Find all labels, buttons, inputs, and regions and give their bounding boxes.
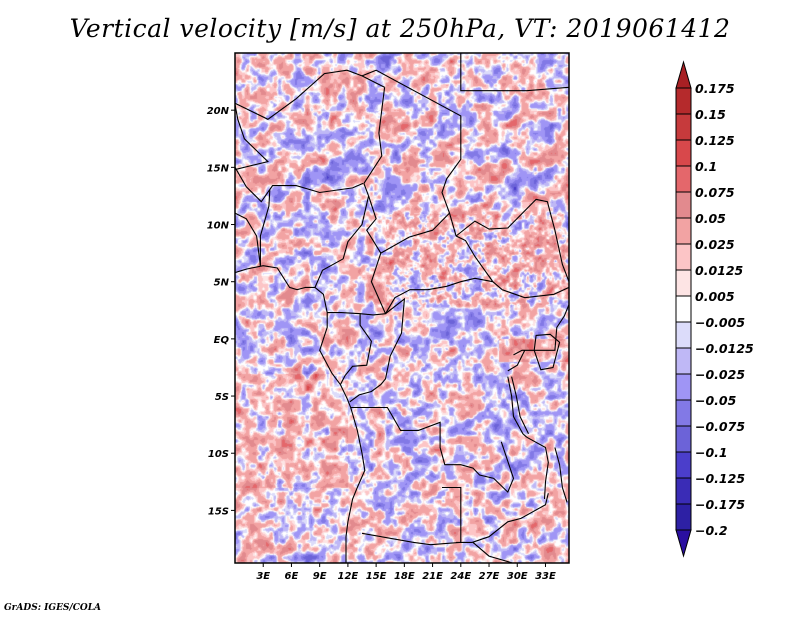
- colorbar-label: 0.05: [695, 211, 726, 226]
- colorbar-swatch: [675, 477, 692, 505]
- y-tick-label: EQ: [214, 335, 230, 346]
- x-tick-label: 3E: [256, 571, 270, 582]
- colorbar-swatch: [675, 373, 692, 401]
- y-axis: 20N 15N 10N 5N EQ 5S 10S 15S: [207, 106, 235, 517]
- border-line: [380, 212, 450, 254]
- y-tick-label: 5N: [214, 278, 230, 289]
- colorbar-label: 0.125: [695, 133, 735, 148]
- colorbar-label: 0.175: [695, 81, 735, 96]
- x-tick-label: 12E: [338, 571, 359, 582]
- colorbar: 0.175 0.15 0.125 0.1 0.075 0.05 0.025 0.0125 0.0…: [675, 60, 754, 558]
- colorbar-swatch: [675, 165, 692, 193]
- border-line: [235, 265, 366, 563]
- colorbar-label: −0.1: [695, 445, 728, 460]
- border-line: [502, 286, 569, 299]
- x-tick-label: 24E: [450, 571, 471, 582]
- border-line: [472, 541, 513, 563]
- colorbar-swatch: [675, 347, 692, 375]
- border-line: [455, 235, 494, 283]
- colorbar-swatch: [675, 113, 692, 141]
- colorbar-swatch: [675, 191, 692, 219]
- colorbar-swatch: [675, 425, 692, 453]
- y-tick-label: 15N: [207, 163, 230, 174]
- x-tick-label: 30E: [507, 571, 528, 582]
- y-tick-label: 10N: [207, 221, 230, 232]
- map-frame: [234, 52, 570, 564]
- colorbar-swatch: [675, 399, 692, 427]
- border-line: [235, 212, 261, 266]
- border-line: [507, 376, 528, 438]
- x-axis: 3E 6E 9E 12E 15E 18E 21E 24E 27E 30E 33E: [256, 563, 556, 582]
- border-line: [507, 350, 526, 372]
- border-line: [235, 69, 385, 120]
- border-line: [235, 167, 364, 203]
- colorbar-swatch: [675, 269, 692, 297]
- border-line: [533, 333, 561, 371]
- colorbar-label: 0.005: [695, 289, 735, 304]
- y-tick-label: 5S: [215, 392, 229, 403]
- colorbar-swatch: [675, 217, 692, 245]
- colorbar-label: −0.005: [695, 315, 745, 330]
- colorbar-label: −0.2: [695, 523, 728, 538]
- border-line: [349, 297, 406, 403]
- border-line: [361, 486, 462, 546]
- border-line: [513, 304, 569, 356]
- border-line: [554, 447, 568, 503]
- colorbar-swatch: [675, 503, 692, 531]
- x-tick-label: 18E: [394, 571, 415, 582]
- border-line: [259, 190, 271, 266]
- x-tick-label: 15E: [366, 571, 387, 582]
- colorbar-swatch: [675, 243, 692, 271]
- colorbar-swatch: [675, 295, 692, 323]
- colorbar-label: 0.15: [695, 107, 726, 122]
- x-tick-label: 27E: [479, 571, 500, 582]
- y-tick-label: 15S: [208, 506, 229, 517]
- country-borders: [235, 53, 569, 563]
- border-line: [455, 198, 569, 282]
- colorbar-label: −0.175: [695, 497, 745, 512]
- colorbar-label: −0.025: [695, 367, 745, 382]
- colorbar-swatch: [675, 451, 692, 479]
- border-line: [460, 53, 569, 92]
- colorbar-swatch: [675, 139, 692, 167]
- colorbar-label: 0.075: [695, 185, 735, 200]
- border-line: [456, 493, 549, 543]
- border-line: [327, 312, 372, 385]
- colorbar-label: 0.1: [695, 159, 717, 174]
- y-tick-label: 20N: [207, 106, 230, 117]
- chart-title: Vertical velocity [m/s] at 250hPa, VT: 2…: [69, 14, 731, 43]
- colorbar-label: 0.025: [695, 237, 735, 252]
- border-line: [385, 277, 503, 314]
- grads-credit: GrADS: IGES/COLA: [4, 603, 102, 613]
- colorbar-label: −0.0125: [695, 341, 754, 356]
- border-line: [361, 69, 462, 237]
- colorbar-label: 0.0125: [695, 263, 744, 278]
- border-line: [526, 436, 549, 500]
- border-line: [314, 195, 370, 288]
- y-tick-label: 10S: [208, 449, 229, 460]
- border-line: [350, 406, 515, 494]
- x-tick-label: 33E: [535, 571, 556, 582]
- colorbar-label: −0.075: [695, 419, 745, 434]
- colorbar-swatch: [675, 321, 692, 349]
- colorbar-under-triangle: [675, 529, 692, 558]
- colorbar-over-triangle: [675, 60, 692, 89]
- x-tick-label: 21E: [422, 571, 443, 582]
- x-tick-label: 9E: [313, 571, 327, 582]
- colorbar-label: −0.05: [695, 393, 737, 408]
- colorbar-swatch: [675, 87, 692, 115]
- border-line: [235, 104, 269, 171]
- x-tick-label: 6E: [285, 571, 299, 582]
- border-line: [363, 87, 386, 197]
- colorbar-label: −0.125: [695, 471, 745, 486]
- border-line: [511, 376, 529, 435]
- border-line: [366, 195, 387, 314]
